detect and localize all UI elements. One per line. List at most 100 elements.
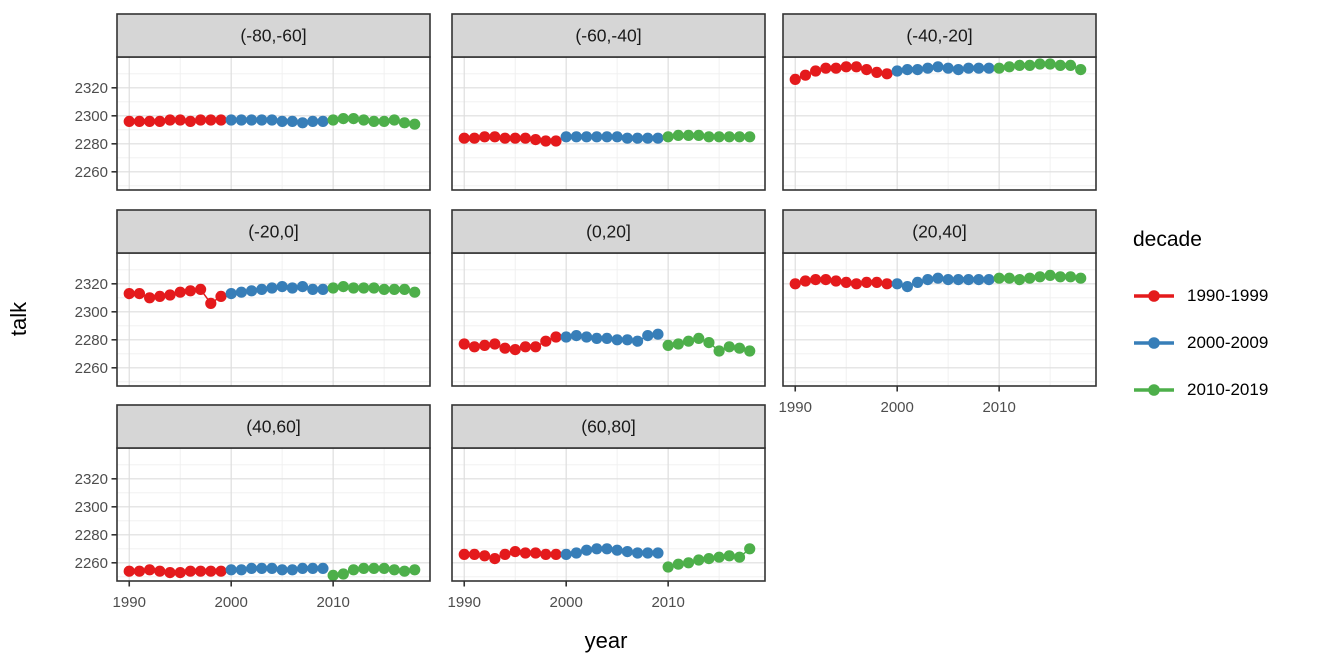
data-point	[962, 62, 975, 74]
legend-key-icon	[1134, 384, 1174, 396]
legend-entry: 2000-2009	[1133, 331, 1333, 355]
data-point	[1054, 59, 1066, 71]
data-point	[744, 543, 756, 555]
data-point	[672, 558, 684, 570]
data-point	[601, 543, 613, 555]
data-point	[225, 288, 237, 300]
data-point	[652, 132, 664, 144]
data-point	[733, 131, 746, 143]
facet-panel: (-20,0] 2320 2300 2280 2260	[75, 209, 431, 387]
data-point	[256, 114, 268, 126]
data-point	[932, 272, 944, 284]
x-tick-label: 2000	[215, 594, 248, 611]
data-point	[672, 338, 684, 350]
data-point	[744, 131, 756, 143]
data-point	[891, 278, 903, 290]
data-point	[911, 64, 924, 76]
y-tick-label: 2260	[75, 360, 108, 377]
data-point	[215, 290, 227, 302]
data-point	[184, 285, 197, 297]
facet-strip	[451, 209, 766, 254]
facet-strip	[451, 13, 766, 58]
y-tick-label: 2260	[75, 555, 108, 572]
data-point	[205, 297, 217, 309]
facet-strip-label: (-60,-40]	[575, 26, 641, 46]
data-point	[164, 289, 176, 301]
x-tick-label: 1990	[779, 399, 812, 416]
data-point	[225, 114, 237, 126]
data-point	[164, 114, 176, 126]
data-point	[560, 131, 572, 143]
facet-strip	[451, 404, 766, 449]
facet-panel: (60,80] 1990 2000 2010	[448, 404, 766, 611]
data-point	[621, 546, 633, 558]
data-point	[682, 557, 695, 569]
data-point	[225, 564, 237, 576]
data-point	[540, 135, 552, 147]
data-point	[662, 339, 674, 351]
data-point	[235, 564, 247, 576]
data-point	[317, 283, 329, 295]
data-point	[1044, 58, 1056, 70]
y-tick-label: 2280	[75, 332, 108, 349]
facet-panel: (-40,-20]	[782, 13, 1097, 191]
data-point	[378, 115, 390, 127]
data-point	[164, 567, 176, 579]
data-point	[368, 562, 380, 575]
data-point	[682, 129, 695, 141]
data-point	[703, 337, 715, 349]
data-point	[840, 276, 852, 288]
data-point	[154, 290, 166, 302]
data-point	[398, 117, 411, 129]
data-point	[733, 342, 746, 354]
data-point	[327, 114, 339, 126]
data-point	[682, 335, 695, 347]
data-point	[560, 548, 572, 561]
data-point	[871, 66, 883, 78]
data-point	[652, 328, 664, 340]
data-point	[347, 113, 360, 125]
data-point	[662, 131, 674, 143]
data-point	[388, 114, 400, 126]
data-point	[962, 274, 975, 286]
data-point	[591, 332, 603, 344]
data-point	[368, 282, 380, 294]
legend-entry-label: 2010-2019	[1187, 380, 1269, 399]
facet-panel: (0,20]	[451, 209, 766, 387]
data-point	[942, 62, 954, 74]
data-point	[591, 131, 603, 143]
data-point	[993, 62, 1005, 74]
data-point	[205, 114, 217, 126]
data-point	[195, 565, 207, 577]
data-point	[144, 292, 156, 304]
data-point	[922, 274, 934, 286]
data-point	[256, 562, 268, 575]
data-point	[631, 547, 644, 559]
data-point	[1013, 59, 1026, 71]
data-point	[327, 282, 339, 294]
data-point	[479, 339, 491, 351]
data-point	[266, 114, 278, 126]
data-point	[347, 282, 360, 294]
data-point	[631, 132, 644, 144]
data-point	[973, 62, 985, 74]
data-point	[973, 274, 985, 286]
data-point	[388, 564, 400, 576]
data-point	[1075, 64, 1087, 76]
data-point	[368, 115, 380, 127]
data-point	[662, 561, 674, 573]
data-point	[1034, 58, 1046, 70]
data-point	[286, 564, 298, 576]
data-point	[499, 132, 511, 144]
data-point	[458, 548, 470, 561]
y-axis-title: talk	[6, 301, 31, 337]
data-point	[215, 114, 227, 126]
data-point	[276, 281, 288, 293]
facet-panel: (-80,-60] 2320 2300 2280 2260	[75, 13, 431, 191]
data-point	[409, 118, 421, 130]
data-point	[942, 274, 954, 286]
data-point	[713, 131, 725, 143]
data-point	[468, 341, 481, 353]
data-point	[1054, 271, 1066, 283]
data-point	[642, 330, 654, 342]
